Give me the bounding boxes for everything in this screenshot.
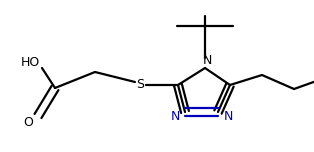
Text: O: O xyxy=(23,116,33,128)
Text: HO: HO xyxy=(20,55,40,69)
Text: S: S xyxy=(136,78,144,92)
Text: N: N xyxy=(170,109,180,123)
Text: N: N xyxy=(223,109,233,123)
Text: N: N xyxy=(202,54,212,67)
